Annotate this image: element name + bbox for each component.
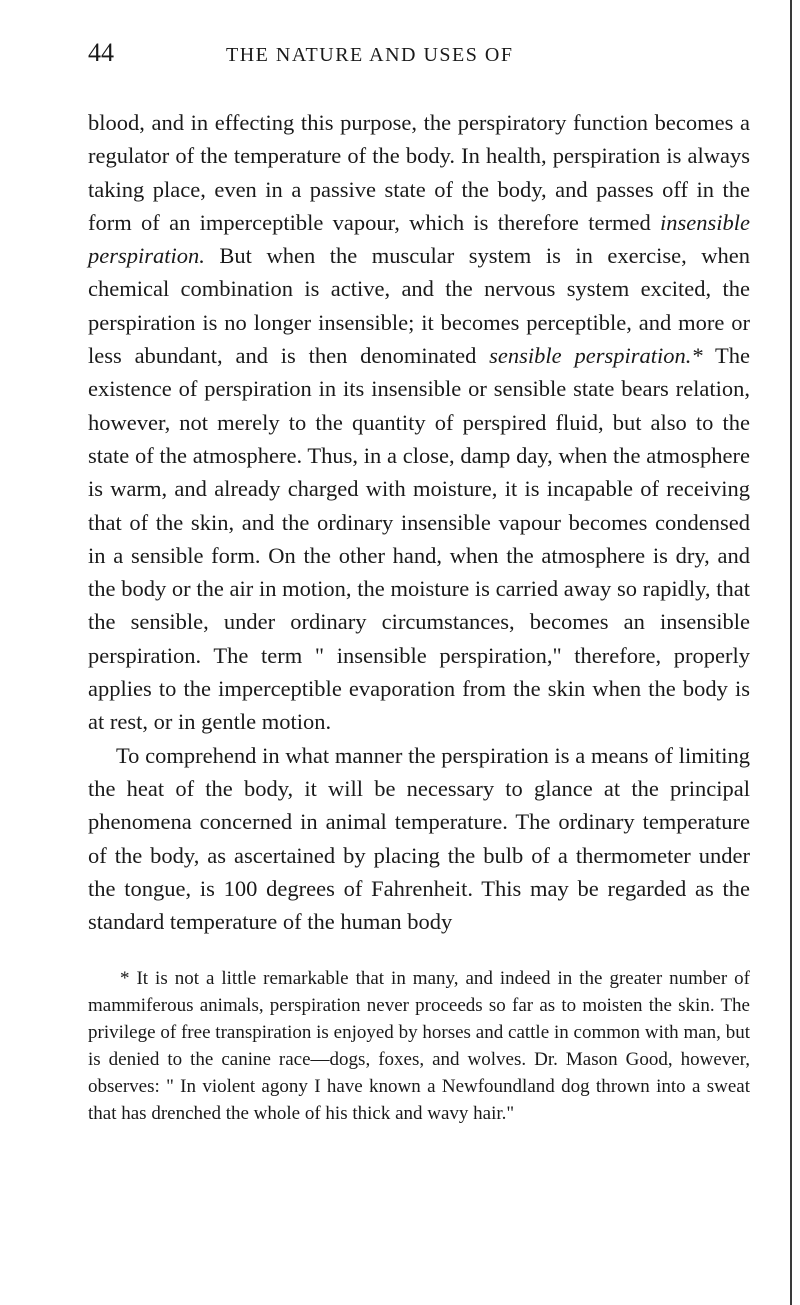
paragraph-1: blood, and in effecting this purpose, th… xyxy=(88,106,750,739)
text-run: blood, and in effecting this purpose, th… xyxy=(88,110,750,235)
text-run: * It is not a little remarkable that in … xyxy=(88,968,750,1124)
footnote: * It is not a little remarkable that in … xyxy=(88,966,750,1128)
body-text: blood, and in effecting this purpose, th… xyxy=(88,106,750,938)
running-title: THE NATURE AND USES OF xyxy=(226,44,513,67)
text-run: The existence of perspira­tion in its in… xyxy=(88,343,750,734)
page-header: 44 THE NATURE AND USES OF xyxy=(88,38,750,68)
page-edge xyxy=(790,0,800,1305)
page-number: 44 xyxy=(88,38,114,68)
text-run: To comprehend in what manner the perspir… xyxy=(88,743,750,934)
paragraph-2: To comprehend in what manner the perspir… xyxy=(88,739,750,939)
footnote-text: * It is not a little remarkable that in … xyxy=(88,966,750,1128)
italic-text: sensible perspiration.* xyxy=(489,343,702,368)
